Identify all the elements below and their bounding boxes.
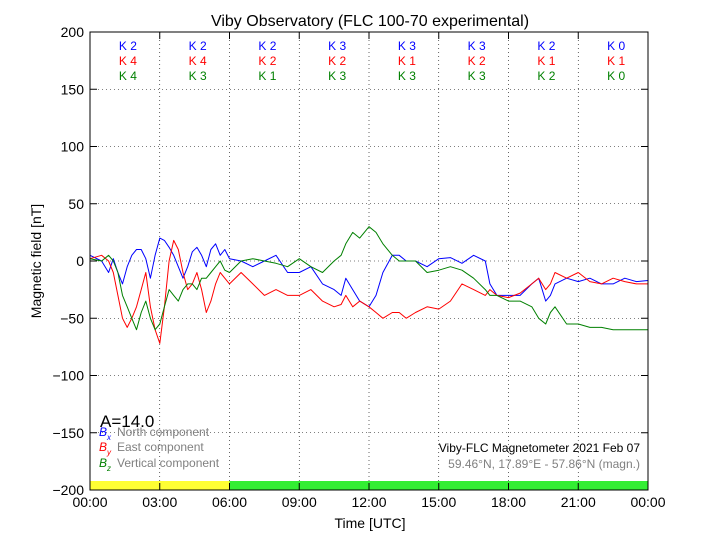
legend-symbol: B bbox=[99, 425, 107, 439]
legend-entry-north: B x North component bbox=[99, 425, 210, 442]
k-index-label: K 0 bbox=[607, 69, 625, 83]
legend-subscript: z bbox=[106, 464, 111, 473]
info-magnetometer: Viby-FLC Magnetometer 2021 Feb 07 bbox=[439, 441, 641, 455]
k-index-label: K 1 bbox=[607, 54, 625, 68]
k-index-label: K 3 bbox=[468, 69, 486, 83]
k-index-label: K 3 bbox=[189, 69, 207, 83]
series-line bbox=[89, 226, 648, 331]
series-lines bbox=[89, 226, 649, 344]
info-coordinates: 59.46°N, 17.89°E - 57.86°N (magn.) bbox=[448, 457, 640, 471]
k-index-label: K 2 bbox=[258, 54, 276, 68]
x-tick-label: 12:00 bbox=[351, 494, 386, 510]
x-tick-label: 18:00 bbox=[491, 494, 526, 510]
y-axis-ticks: −200 −150 −100 −50 0 50 100 150 200 bbox=[52, 24, 648, 498]
legend-subscript: y bbox=[106, 448, 112, 457]
x-axis-ticks: 00:00 03:00 06:00 09:00 12:00 15:00 18:00 21:00… bbox=[72, 32, 666, 510]
y-tick-label: −200 bbox=[52, 482, 84, 498]
y-tick-label: −150 bbox=[52, 425, 84, 441]
k-index-label: K 4 bbox=[189, 54, 207, 68]
x-tick-label: 00:00 bbox=[72, 494, 107, 510]
legend-label-vertical: Vertical component bbox=[117, 456, 220, 470]
legend-subscript: x bbox=[106, 433, 112, 442]
k-index-label: K 3 bbox=[328, 69, 346, 83]
legend-symbol: B bbox=[99, 440, 107, 454]
x-axis-label: Time [UTC] bbox=[334, 515, 405, 531]
y-tick-label: 150 bbox=[61, 81, 85, 97]
legend-label-north: North component bbox=[117, 425, 210, 439]
legend-entry-east: B y East component bbox=[99, 440, 204, 457]
series-line bbox=[89, 239, 648, 344]
k-index-label: K 1 bbox=[398, 54, 416, 68]
y-tick-label: −50 bbox=[60, 310, 84, 326]
k-index-label: K 2 bbox=[537, 69, 555, 83]
legend-symbol: B bbox=[99, 456, 107, 470]
activity-index: A=14.0 bbox=[100, 412, 154, 431]
k-index-label: K 2 bbox=[258, 39, 276, 53]
grid-lines bbox=[90, 32, 648, 490]
x-tick-label: 06:00 bbox=[212, 494, 247, 510]
legend-entry-vertical: B z Vertical component bbox=[99, 456, 220, 473]
y-tick-label: 50 bbox=[68, 196, 84, 212]
y-tick-label: 200 bbox=[61, 24, 85, 40]
k-index-label: K 2 bbox=[328, 54, 346, 68]
k-index-label: K 3 bbox=[398, 69, 416, 83]
k-index-label: K 2 bbox=[189, 39, 207, 53]
k-index-label: K 2 bbox=[537, 39, 555, 53]
legend-label-east: East component bbox=[117, 440, 204, 454]
k-index-label: K 2 bbox=[119, 39, 137, 53]
y-axis-label: Magnetic field [nT] bbox=[28, 204, 44, 318]
x-tick-label: 09:00 bbox=[282, 494, 317, 510]
y-tick-label: 100 bbox=[61, 139, 85, 155]
y-tick-label: −100 bbox=[52, 368, 84, 384]
k-index-label: K 4 bbox=[119, 69, 137, 83]
x-tick-label: 03:00 bbox=[142, 494, 177, 510]
legend: B x North component B y East component B… bbox=[99, 425, 220, 473]
k-index-label: K 1 bbox=[537, 54, 555, 68]
x-tick-label: 15:00 bbox=[421, 494, 456, 510]
y-tick-label: 0 bbox=[76, 253, 84, 269]
k-index-label: K 4 bbox=[119, 54, 137, 68]
x-tick-label: 21:00 bbox=[561, 494, 596, 510]
k-index-label: K 3 bbox=[468, 39, 486, 53]
k-index-label: K 0 bbox=[607, 39, 625, 53]
k-index-label: K 3 bbox=[398, 39, 416, 53]
k-index-label: K 2 bbox=[468, 54, 486, 68]
chart-title: Viby Observatory (FLC 100-70 experimenta… bbox=[211, 13, 529, 30]
k-index-label: K 3 bbox=[328, 39, 346, 53]
k-index-label: K 1 bbox=[258, 69, 276, 83]
x-tick-label: 00:00 bbox=[630, 494, 665, 510]
